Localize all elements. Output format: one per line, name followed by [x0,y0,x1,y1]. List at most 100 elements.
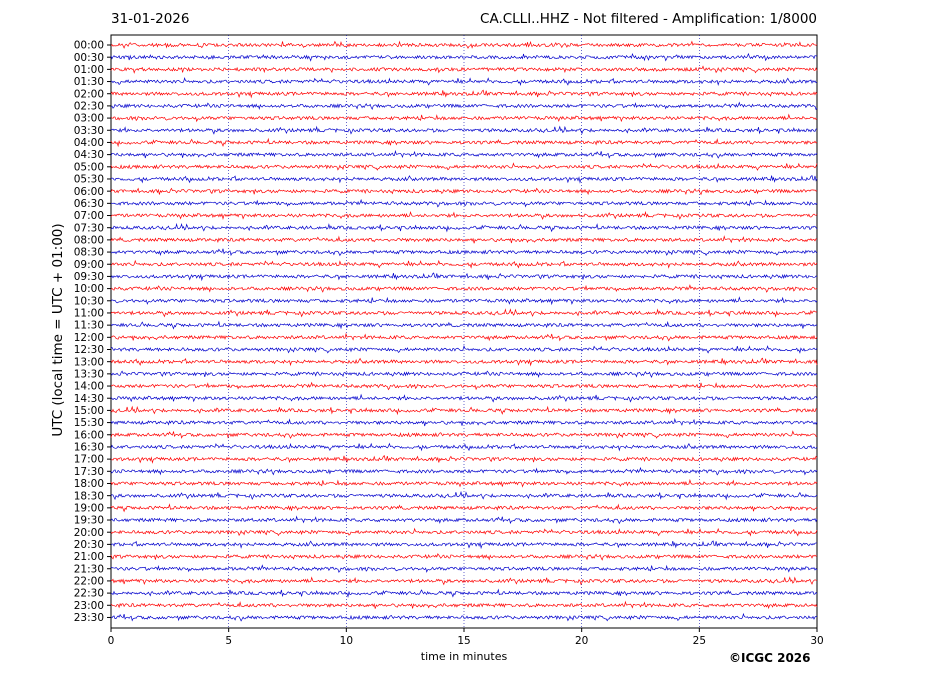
y-tick-label: 16:00 [74,429,104,441]
x-tick-label: 30 [810,635,823,647]
y-tick-label: 13:00 [74,356,104,368]
date-label: 31-01-2026 [111,11,190,27]
trace-line [110,210,818,221]
trace-line [110,370,818,378]
trace-line [110,503,818,513]
x-tick-label: 5 [225,635,232,647]
trace-line [110,442,818,452]
y-tick-label: 02:30 [74,101,104,113]
x-tick-label: 0 [108,635,115,647]
y-tick-label: 05:00 [74,161,104,173]
y-tick-label: 14:30 [74,393,104,405]
y-tick-label: 20:30 [74,539,104,551]
trace-line [110,125,818,135]
trace-line [110,553,818,561]
trace-line [110,40,818,49]
trace-line [110,198,818,208]
trace-line [110,235,818,244]
copyright-label: ©ICGC 2026 [729,651,811,665]
trace-line [110,174,818,184]
y-tick-label: 23:30 [74,612,104,624]
trace-line [110,332,818,342]
trace-line [110,320,818,330]
y-tick-label: 01:30 [74,76,104,88]
y-tick-label: 09:00 [74,259,104,271]
y-tick-label: 12:00 [74,332,104,344]
y-tick-label: 16:30 [74,442,104,454]
y-tick-label: 23:00 [74,600,104,612]
y-tick-label: 19:30 [74,515,104,527]
x-tick-label: 25 [693,635,706,647]
trace-line [110,600,818,610]
y-tick-label: 06:30 [74,198,104,210]
y-tick-label: 02:00 [74,88,104,100]
trace-line [110,588,818,598]
y-tick-label: 05:30 [74,174,104,186]
trace-line [110,576,818,586]
y-tick-label: 11:30 [74,320,104,332]
trace-line [110,381,818,391]
y-tick-label: 14:00 [74,381,104,393]
trace-line [110,222,818,233]
y-tick-label: 13:30 [74,368,104,380]
y-tick-label: 10:30 [74,295,104,307]
y-tick-label: 09:30 [74,271,104,283]
y-tick-label: 21:30 [74,563,104,575]
chart-title: CA.CLLI..HHZ - Not filtered - Amplificat… [480,11,817,27]
trace-line [110,308,818,318]
trace-line [110,564,818,573]
y-tick-label: 04:00 [74,137,104,149]
y-tick-label: 07:00 [74,210,104,222]
x-tick-label: 15 [457,635,470,647]
trace-line [110,417,818,427]
y-tick-label: 04:30 [74,149,104,161]
trace-line [110,357,818,367]
y-tick-label: 07:30 [74,222,104,234]
trace-line [110,466,818,476]
y-tick-label: 22:00 [74,576,104,588]
trace-line [110,137,818,148]
trace-line [110,478,818,488]
y-tick-label: 12:30 [74,344,104,356]
trace-line [110,393,818,403]
trace-line [110,272,818,282]
y-tick-label: 01:00 [74,64,104,76]
trace-line [110,162,818,171]
trace-line [110,540,818,550]
trace-line [110,149,818,159]
y-tick-label: 21:00 [74,551,104,563]
y-tick-label: 10:00 [74,283,104,295]
x-tick-label: 10 [340,635,353,647]
x-axis-label: time in minutes [420,650,508,663]
trace-line [110,77,818,87]
y-tick-label: 18:30 [74,490,104,502]
trace-line [110,344,818,354]
y-tick-label: 19:00 [74,502,104,514]
trace-line [110,490,818,501]
trace-line [110,248,818,257]
y-tick-label: 22:30 [74,588,104,600]
trace-line [110,430,818,439]
trace-line [110,89,818,99]
trace-line [110,65,818,74]
trace-line [110,284,818,293]
trace-line [110,612,818,622]
trace-line [110,527,818,537]
y-tick-label: 18:00 [74,478,104,490]
trace-line [110,259,818,269]
y-tick-label: 00:00 [74,40,104,52]
y-tick-label: 17:30 [74,466,104,478]
trace-line [110,113,818,123]
y-tick-label: 08:00 [74,234,104,246]
trace-line [110,187,818,196]
y-tick-label: 15:30 [74,417,104,429]
y-tick-label: 11:00 [74,308,104,320]
trace-line [110,515,818,525]
trace-line [110,52,818,62]
y-tick-label: 08:30 [74,247,104,259]
trace-line [110,101,818,111]
y-tick-label: 06:00 [74,186,104,198]
y-tick-label: 17:00 [74,454,104,466]
trace-line [110,296,818,306]
